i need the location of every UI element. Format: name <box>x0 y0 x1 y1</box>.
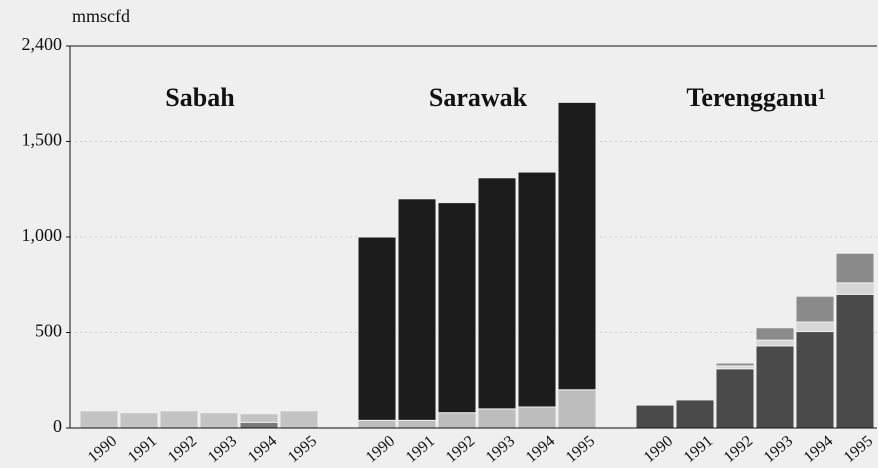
panel-title: Terengganu¹ <box>686 83 825 112</box>
y-tick-label: 2,400 <box>22 34 63 54</box>
bar-segment <box>795 321 835 333</box>
bar-segment <box>437 202 477 414</box>
bar-segment <box>715 362 755 367</box>
y-tick-label: 1,000 <box>22 225 63 245</box>
bar-segment <box>279 410 319 429</box>
bar-segment <box>557 389 597 429</box>
bar-segment <box>397 419 437 429</box>
bar-segment <box>795 331 835 429</box>
bar-segment <box>357 419 397 429</box>
y-tick-label: 0 <box>53 416 62 436</box>
bar-segment <box>357 236 397 421</box>
bar-segment <box>159 410 199 429</box>
bar-segment <box>635 404 675 429</box>
bar-segment <box>835 282 875 295</box>
panel-title: Sabah <box>165 83 235 112</box>
bar-segment <box>437 412 477 429</box>
bar-segment <box>715 368 755 429</box>
panel-title: Sarawak <box>429 83 528 112</box>
bar-segment <box>239 421 279 429</box>
bar-segment <box>557 101 597 391</box>
bar-segment <box>79 410 119 429</box>
bar-segment <box>835 252 875 284</box>
bar-segment <box>477 177 517 410</box>
bar-segment <box>199 412 239 429</box>
bar-segment <box>835 293 875 429</box>
y-axis-label: mmscfd <box>72 6 130 26</box>
bar-segment <box>119 412 159 429</box>
bar-segment <box>517 171 557 408</box>
bar-segment <box>795 295 835 323</box>
y-tick-label: 500 <box>35 321 62 341</box>
bar-segment <box>755 345 795 429</box>
bar-segment <box>477 408 517 429</box>
bar-segment <box>675 399 715 429</box>
bar-segment <box>517 406 557 429</box>
bar-segment <box>755 339 795 347</box>
y-tick-label: 1,500 <box>22 130 63 150</box>
bar-segment <box>239 413 279 423</box>
bar-segment <box>397 198 437 421</box>
bar-segment <box>755 327 795 341</box>
